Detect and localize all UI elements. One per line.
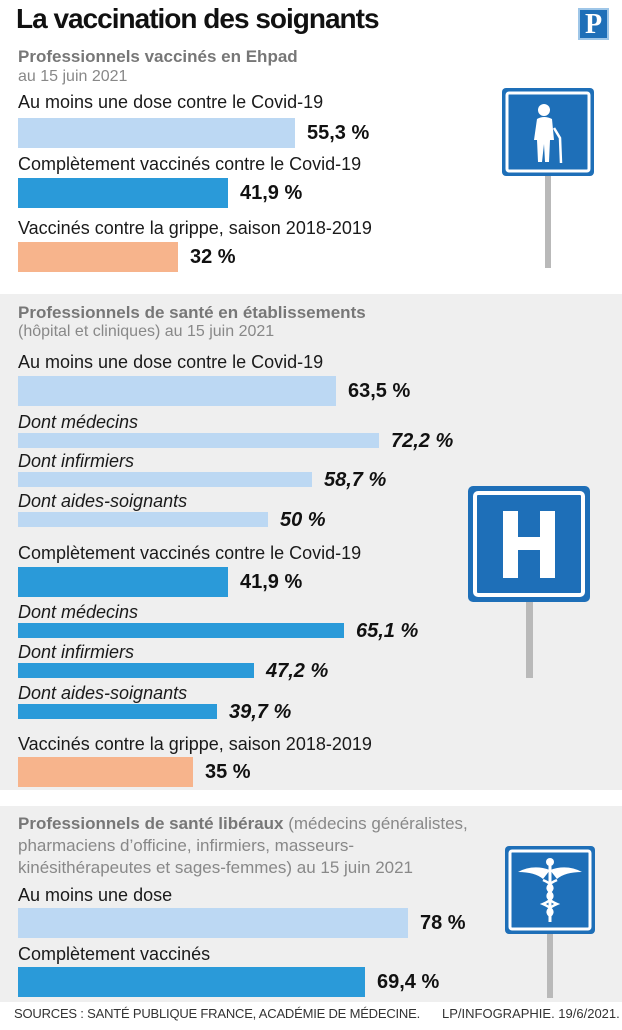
hospital-sign-icon: [468, 486, 590, 678]
bar-label: Au moins une dose: [18, 885, 173, 905]
bar: [18, 433, 379, 448]
value-label: 63,5 %: [348, 380, 411, 402]
bar-label: Complètement vaccinés contre le Covid-19: [18, 543, 362, 563]
bar: [18, 757, 193, 787]
bar: [18, 663, 254, 678]
section-etablissements-title: Professionnels de santé en établissement…: [18, 303, 366, 322]
value-label: 47,2 %: [266, 659, 329, 682]
bar: [18, 376, 336, 406]
bar-label: Complètement vaccinés contre le Covid-19: [18, 154, 362, 174]
bar-label: Dont aides-soignants: [18, 683, 188, 703]
value-label: 35 %: [205, 761, 251, 783]
value-label: 55,3 %: [307, 122, 370, 144]
source-note: SOURCES : SANTÉ PUBLIQUE FRANCE, ACADÉMI…: [14, 1006, 420, 1021]
value-label: 32 %: [190, 246, 236, 268]
section-ehpad-title: Professionnels vaccinés en Ehpad: [18, 47, 298, 66]
bar-label: Au moins une dose contre le Covid-19: [18, 352, 324, 372]
bar: [18, 967, 365, 997]
bar-label: Au moins une dose contre le Covid-19: [18, 92, 324, 112]
bar-label: Dont médecins: [18, 602, 139, 622]
bar-label: Vaccinés contre la grippe, saison 2018-2…: [18, 734, 372, 754]
elderly-person-sign-icon: [502, 88, 594, 268]
bar: [18, 472, 312, 487]
section-ehpad-subtitle: au 15 juin 2021: [18, 68, 128, 85]
value-label: 39,7 %: [229, 700, 292, 723]
section-ehpad: Professionnels vaccinés en Ehpad au 15 j…: [0, 44, 622, 284]
bar: [18, 567, 228, 597]
value-label: 41,9 %: [240, 571, 303, 593]
bar-label: Dont infirmiers: [18, 642, 135, 662]
section-liberaux-line2: pharmaciens d’officine, infirmiers, mass…: [18, 836, 355, 855]
bar-label: Dont infirmiers: [18, 451, 135, 471]
value-label: 50 %: [280, 508, 326, 531]
publisher-logo: P: [578, 8, 609, 40]
caduceus-sign-icon: [505, 846, 595, 998]
bar-label: Dont aides-soignants: [18, 491, 188, 511]
value-label: 58,7 %: [324, 468, 387, 491]
value-label: 72,2 %: [391, 429, 454, 452]
value-label: 69,4 %: [377, 971, 440, 993]
bar-label: Vaccinés contre la grippe, saison 2018-2…: [18, 218, 372, 238]
bar: [18, 623, 344, 638]
section-liberaux-title: Professionnels de santé libéraux (médeci…: [18, 814, 468, 833]
bar: [18, 118, 295, 148]
chart-title: La vaccination des soignants: [16, 3, 380, 34]
credit-note: LP/INFOGRAPHIE. 19/6/2021.: [442, 1006, 620, 1021]
bar: [18, 242, 178, 272]
bar: [18, 178, 228, 208]
section-liberaux: Professionnels de santé libéraux (médeci…: [0, 806, 622, 1002]
bar: [18, 908, 408, 938]
section-liberaux-line3: kinésithérapeutes et sages-femmes) au 15…: [18, 858, 414, 877]
value-label: 65,1 %: [356, 619, 419, 642]
bar: [18, 512, 268, 527]
bar: [18, 704, 217, 719]
bar-label: Dont médecins: [18, 412, 139, 432]
section-etablissements-subtitle: (hôpital et cliniques) au 15 juin 2021: [18, 323, 275, 340]
bar-label: Complètement vaccinés: [18, 944, 211, 964]
value-label: 78 %: [420, 912, 466, 934]
value-label: 41,9 %: [240, 182, 303, 204]
section-etablissements: Professionnels de santé en établissement…: [0, 294, 622, 790]
